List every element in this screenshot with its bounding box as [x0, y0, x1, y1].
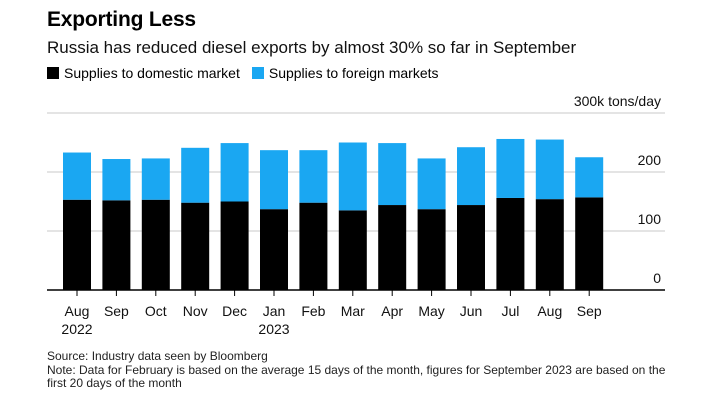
- x-year-label: 2023: [258, 321, 289, 337]
- bar-foreign: [141, 158, 170, 200]
- x-tick-label: May: [418, 303, 444, 319]
- bar-foreign: [338, 142, 367, 211]
- bar-foreign: [63, 152, 91, 200]
- bars: [63, 138, 604, 290]
- bar-domestic: [535, 199, 564, 290]
- legend-item-foreign: Supplies to foreign markets: [251, 65, 439, 81]
- bar-domestic: [378, 205, 407, 290]
- bar-foreign: [535, 139, 564, 200]
- bar-domestic: [299, 202, 328, 290]
- bar-domestic: [63, 199, 91, 290]
- bar-domestic: [575, 197, 604, 290]
- notes: Source: Industry data seen by Bloomberg …: [47, 349, 667, 391]
- bar-foreign: [417, 158, 446, 210]
- bar-foreign: [181, 147, 210, 203]
- x-tick-label: Sep: [104, 303, 129, 319]
- x-tick-label: Aug: [65, 303, 90, 319]
- legend-label-domestic: Supplies to domestic market: [64, 65, 240, 81]
- x-tick-label: Oct: [145, 303, 167, 319]
- y-axis-labels: 0 100 200 300k tons/day: [574, 93, 661, 286]
- y-tick-label: 200: [638, 152, 662, 168]
- y-tick-label: 300k tons/day: [574, 93, 661, 109]
- bar-domestic: [181, 202, 210, 290]
- x-tick-label: Dec: [222, 303, 247, 319]
- bar-foreign: [575, 157, 604, 198]
- source-note: Source: Industry data seen by Bloomberg: [47, 349, 268, 363]
- x-tick-label: Jan: [263, 303, 286, 319]
- x-year-label: 2022: [61, 321, 92, 337]
- x-tick-label: Mar: [341, 303, 365, 319]
- x-tick-label: Sep: [577, 303, 602, 319]
- legend-swatch-domestic: [47, 67, 59, 79]
- bar-foreign: [378, 143, 407, 206]
- bar-domestic: [220, 201, 249, 290]
- bar-foreign: [457, 147, 485, 206]
- bar-foreign: [260, 150, 288, 210]
- y-tick-label: 100: [638, 211, 662, 227]
- bar-foreign: [220, 143, 249, 202]
- footnote: Note: Data for February is based on the …: [47, 362, 666, 390]
- bar-foreign: [496, 138, 525, 198]
- bar-foreign: [102, 159, 131, 201]
- y-tick-label: 0: [653, 270, 661, 286]
- x-tick-label: Nov: [183, 303, 208, 319]
- bar-domestic: [102, 200, 131, 290]
- x-tick-label: Feb: [301, 303, 325, 319]
- bar-domestic: [338, 210, 367, 290]
- bar-domestic: [417, 209, 446, 290]
- x-tick-label: Aug: [537, 303, 562, 319]
- bar-domestic: [457, 205, 485, 290]
- bar-domestic: [141, 199, 170, 290]
- x-axis-labels: Aug 2022 Sep Oct Nov Dec Jan 2023 Feb Mar Apr May Ju…: [61, 290, 602, 337]
- legend-item-domestic: Supplies to domestic market: [47, 65, 240, 81]
- chart-subtitle: Russia has reduced diesel exports by alm…: [47, 38, 577, 57]
- legend: Supplies to domestic market Supplies to …: [47, 65, 451, 81]
- bar-foreign: [299, 150, 328, 203]
- legend-label-foreign: Supplies to foreign markets: [268, 65, 439, 81]
- x-tick-label: Jun: [460, 303, 483, 319]
- bar-domestic: [496, 197, 525, 290]
- x-tick-label: Apr: [381, 303, 403, 319]
- chart-title: Exporting Less: [47, 8, 196, 31]
- x-tick-label: Jul: [501, 303, 519, 319]
- legend-swatch-foreign: [251, 67, 264, 79]
- bar-domestic: [260, 209, 288, 290]
